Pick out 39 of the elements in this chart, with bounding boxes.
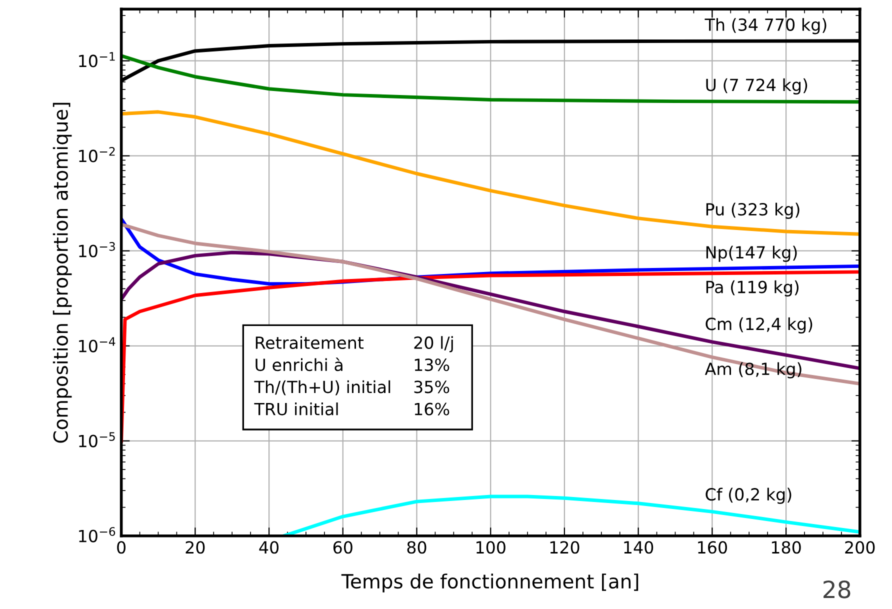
- series-label: Pu (323 kg): [706, 202, 800, 219]
- text: 28: [824, 580, 850, 598]
- x-tick-label: 140: [624, 541, 654, 554]
- x-tick-label: 180: [772, 541, 801, 554]
- x-tick-label: 160: [698, 541, 727, 554]
- line-series: [121, 110, 860, 236]
- series-label: Pa (119 kg): [706, 280, 799, 297]
- series-label: Np(147 kg): [706, 246, 797, 262]
- annotation: Th/(Th+U) initial: [254, 380, 390, 396]
- x-tick-label: 60: [333, 541, 352, 554]
- x-axis-title: Temps de fonctionnement [an]: [341, 574, 638, 592]
- y-tick-label: 10$^{−6}$: [79, 527, 116, 542]
- y-axis-title: Composition [proportion atomique]: [52, 102, 72, 443]
- line-series: [121, 54, 860, 104]
- annotation: U enrichi à: [256, 358, 342, 372]
- annotation: 13%: [414, 358, 450, 372]
- series-label: Cm (12,4 kg): [706, 317, 812, 334]
- series-label: Am (8,1 kg): [704, 362, 802, 378]
- series-label: Cf (0,2 kg): [706, 488, 792, 504]
- annotation: 16%: [414, 402, 450, 416]
- legend-label: Th (34 770 kg): [704, 18, 826, 34]
- y-tick-label: 10$^{−2}$: [79, 147, 115, 162]
- annotation: Retraitement: [256, 336, 364, 350]
- x-tick-label: 80: [407, 541, 426, 554]
- annotation: 35%: [414, 380, 450, 394]
- line-series: [121, 270, 860, 443]
- series-label: U (7 724 kg): [706, 78, 808, 94]
- x-tick-label: 200: [845, 541, 875, 554]
- x-tick-label: 0: [117, 541, 126, 554]
- annotation: 20 l/j: [414, 336, 453, 352]
- x-tick-label: 100: [476, 541, 506, 554]
- x-tick-label: 120: [550, 541, 580, 554]
- x-tick-label: 20: [186, 541, 205, 554]
- y-tick-label: 10$^{−3}$: [79, 242, 115, 258]
- y-tick-label: 10$^{−1}$: [79, 52, 115, 68]
- x-tick-label: 40: [259, 541, 279, 554]
- y-tick-label: 10$^{−4}$: [79, 337, 116, 352]
- annotation: TRU initial: [254, 402, 338, 416]
- y-tick-label: 10$^{−5}$: [79, 432, 115, 448]
